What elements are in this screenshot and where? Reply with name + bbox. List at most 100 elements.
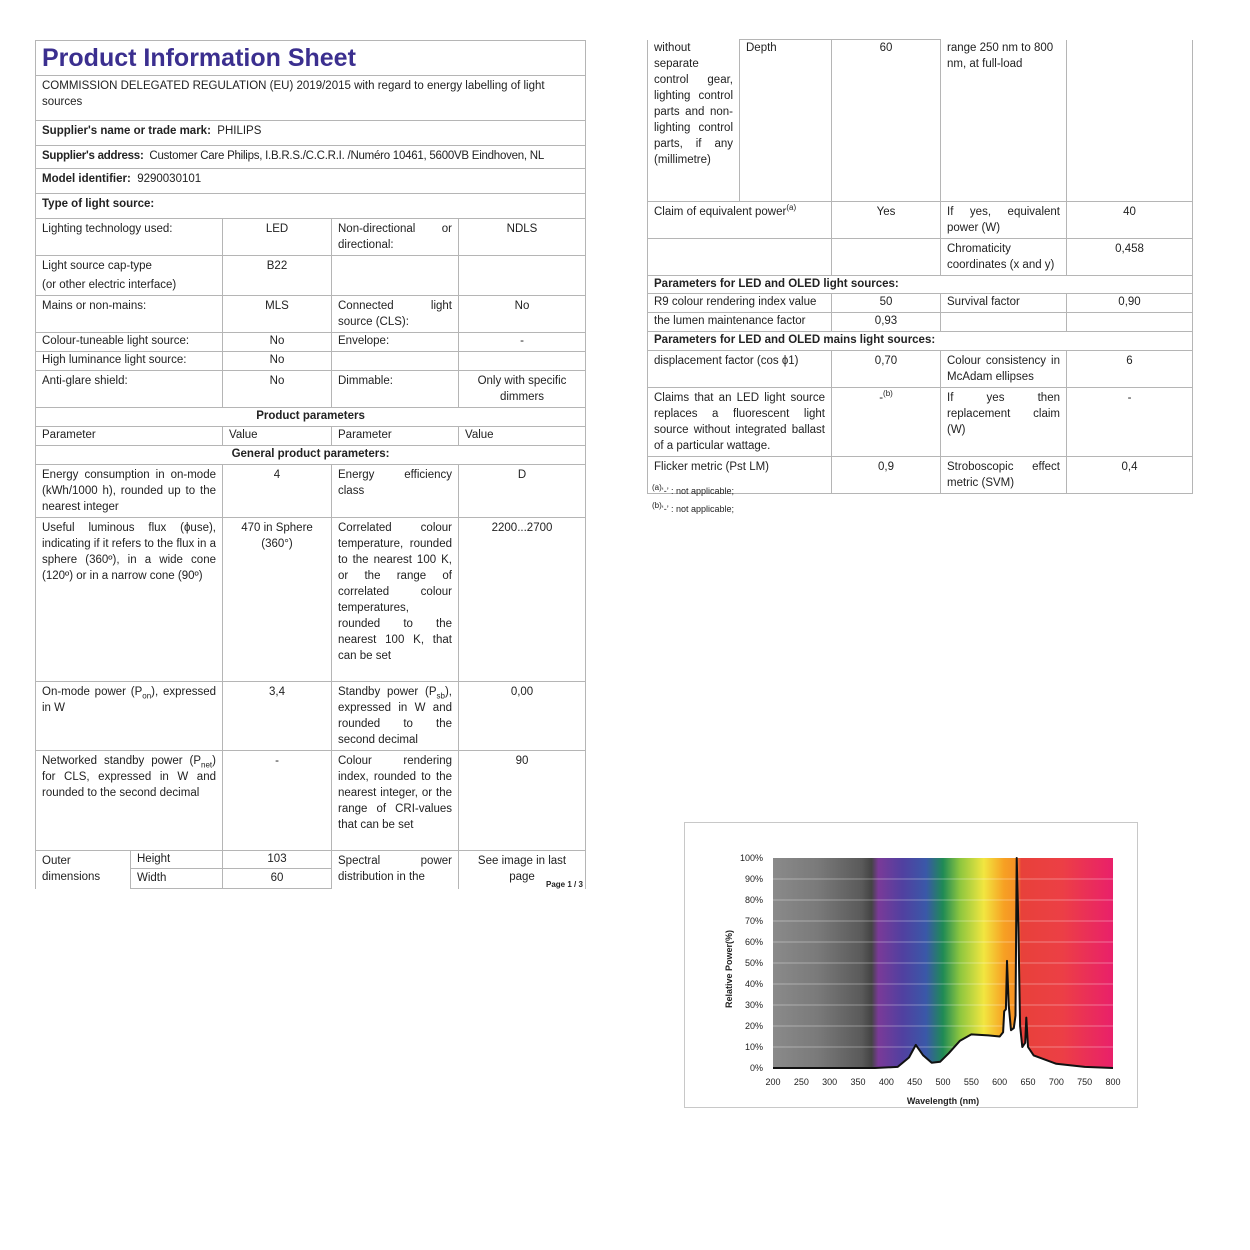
y-tick-label: 60% <box>745 937 763 947</box>
product-info-table-left: Product Information Sheet COMMISSION DEL… <box>34 40 587 889</box>
y-tick-label: 20% <box>745 1021 763 1031</box>
param-value: D <box>457 464 587 518</box>
footnote-mark: (a) <box>652 483 662 492</box>
param-label: If yes then replacement claim (W) <box>940 387 1067 457</box>
column-header: Parameter <box>331 426 459 446</box>
table-row: Mains or non-mains: MLS Connected light so… <box>35 295 587 333</box>
param-value: 50 <box>831 293 941 313</box>
x-tick-label: 500 <box>935 1077 950 1087</box>
param-value: Only with specific dimmers <box>457 370 587 408</box>
param-value: 60 <box>222 868 332 889</box>
text: Standby power (P <box>338 686 437 698</box>
param-label: Mains or non-mains: <box>35 295 223 333</box>
param-label: Correlated colour temperature, rounded t… <box>331 517 459 682</box>
x-tick-label: 400 <box>879 1077 894 1087</box>
y-tick-label: 40% <box>745 979 763 989</box>
spectral-power-chart: 0% 10% 20% 30% 40% 50% 60% 70% 80% 90% 100% 200 250 3… <box>684 822 1138 1108</box>
param-value: NDLS <box>457 218 587 256</box>
param-label: Outer dimensions <box>35 850 131 889</box>
param-value: 0,4 <box>1066 456 1193 494</box>
param-label: Non-directional or directional: <box>331 218 459 256</box>
footnote-b: (b)‘-’ : not applicable; <box>652 501 734 515</box>
subscript: on <box>142 691 152 701</box>
param-value: -(b) <box>831 387 941 457</box>
param-label: without separate control gear, lighting … <box>647 39 740 202</box>
param-label: Standby power (Psb), expressed in W and … <box>331 681 459 751</box>
param-label: range 250 nm to 800 nm, at full-load <box>940 39 1067 202</box>
x-axis-label: Wavelength (nm) <box>907 1096 979 1106</box>
table-row: Anti-glare shield: No Dimmable: Only with s… <box>35 370 587 408</box>
footnote-mark: (b) <box>652 501 662 510</box>
spectrum-line <box>773 857 1114 1069</box>
subscript: sb <box>436 691 445 701</box>
column-header: Value <box>457 426 587 446</box>
param-value: - <box>1066 387 1193 457</box>
param-value: 103 <box>222 850 332 869</box>
x-tick-label: 700 <box>1049 1077 1064 1087</box>
general-parameters-heading: General product parameters: <box>34 445 587 465</box>
text: - <box>879 392 884 404</box>
column-header: Value <box>222 426 332 446</box>
param-value: No <box>457 295 587 333</box>
param-label: High luminance light source: <box>35 351 223 371</box>
table-row: Light source cap-type (or other electric … <box>35 255 587 296</box>
param-label: Lighting technology used: <box>35 218 223 256</box>
param-value: 0,93 <box>831 312 941 332</box>
param-label: Flicker metric (Pst LM) <box>647 456 832 494</box>
footnote-mark: (b) <box>883 389 893 399</box>
param-label: Survival factor <box>940 293 1067 313</box>
y-axis-label: Relative Power(%) <box>724 930 734 1008</box>
text: On-mode power (P <box>42 686 143 698</box>
param-label: Colour-tuneable light source: <box>35 332 223 352</box>
table-row: Claim of equivalent power(a) Yes If yes, e… <box>647 201 1193 239</box>
param-label <box>331 255 459 296</box>
param-label: Colour consistency in McAdam ellipses <box>940 350 1067 388</box>
supplier-name: PHILIPS <box>217 125 262 137</box>
param-value: 2200...2700 <box>457 517 587 682</box>
table-row: Networked standby power (Pnet) for CLS, … <box>35 750 587 851</box>
table-row: without separate control gear, lighting … <box>647 39 1193 202</box>
table-row: Outer dimensions Height 103 Spectral power … <box>35 850 587 889</box>
type-label: Type of light source: <box>34 193 587 219</box>
param-value: 0,00 <box>457 681 587 751</box>
x-tick-label: 450 <box>907 1077 922 1087</box>
table-row: displacement factor (cos ϕ1) 0,70 Colour c… <box>647 350 1193 388</box>
y-tick-label: 100% <box>740 853 763 863</box>
param-value: 0,70 <box>831 350 941 388</box>
param-label: Energy consumption in on-mode (kWh/1000 … <box>35 464 223 518</box>
param-label: displacement factor (cos ϕ1) <box>647 350 832 388</box>
param-label: Claim of equivalent power(a) <box>647 201 832 239</box>
table-row: Chromaticity coordinates (x and y) 0,458 <box>647 238 1193 276</box>
x-tick-label: 800 <box>1105 1077 1120 1087</box>
column-header-row: Parameter Value Parameter Value <box>35 426 587 446</box>
param-label: Light source cap-type (or other electric … <box>35 255 223 296</box>
y-tick-label: 80% <box>745 895 763 905</box>
footnote-text: ‘-’ : not applicable; <box>661 504 734 514</box>
model-row: Model identifier: 9290030101 <box>34 168 587 194</box>
chart-svg: 0% 10% 20% 30% 40% 50% 60% 70% 80% 90% 100% 200 250 3… <box>724 853 1121 1106</box>
table-row: Flicker metric (Pst LM) 0,9 Stroboscopic e… <box>647 456 1193 494</box>
y-tick-label: 0% <box>750 1063 763 1073</box>
text: Networked standby power (P <box>42 755 202 767</box>
table-row: R9 colour rendering index value 50 Surviva… <box>647 293 1193 313</box>
text: ) for CLS, expressed in W and rounded to… <box>42 755 216 799</box>
supplier-name-row: Supplier's name or trade mark: PHILIPS <box>34 120 587 146</box>
regulation-text: COMMISSION DELEGATED REGULATION (EU) 201… <box>34 75 587 121</box>
subscript: net <box>201 760 213 770</box>
table-row: On-mode power (Pon), expressed in W 3,4 St… <box>35 681 587 751</box>
table-row: Useful luminous flux (ϕuse), indicating … <box>35 517 587 682</box>
column-header: Parameter <box>35 426 223 446</box>
param-value <box>457 351 587 371</box>
cap-type-label: Light source cap-type <box>42 260 152 272</box>
param-value: 470 in Sphere (360°) <box>222 517 332 682</box>
param-value: 0,9 <box>831 456 941 494</box>
param-label: Chromaticity coordinates (x and y) <box>940 238 1067 276</box>
param-label: Dimmable: <box>331 370 459 408</box>
param-label: R9 colour rendering index value <box>647 293 832 313</box>
x-tick-label: 600 <box>992 1077 1007 1087</box>
page-number: Page 1 / 3 <box>546 880 583 889</box>
param-label: Networked standby power (Pnet) for CLS, … <box>35 750 223 851</box>
product-info-table-right: without separate control gear, lighting … <box>647 39 1193 494</box>
param-label: Connected light source (CLS): <box>331 295 459 333</box>
table-row: Lighting technology used: LED Non-directio… <box>35 218 587 256</box>
